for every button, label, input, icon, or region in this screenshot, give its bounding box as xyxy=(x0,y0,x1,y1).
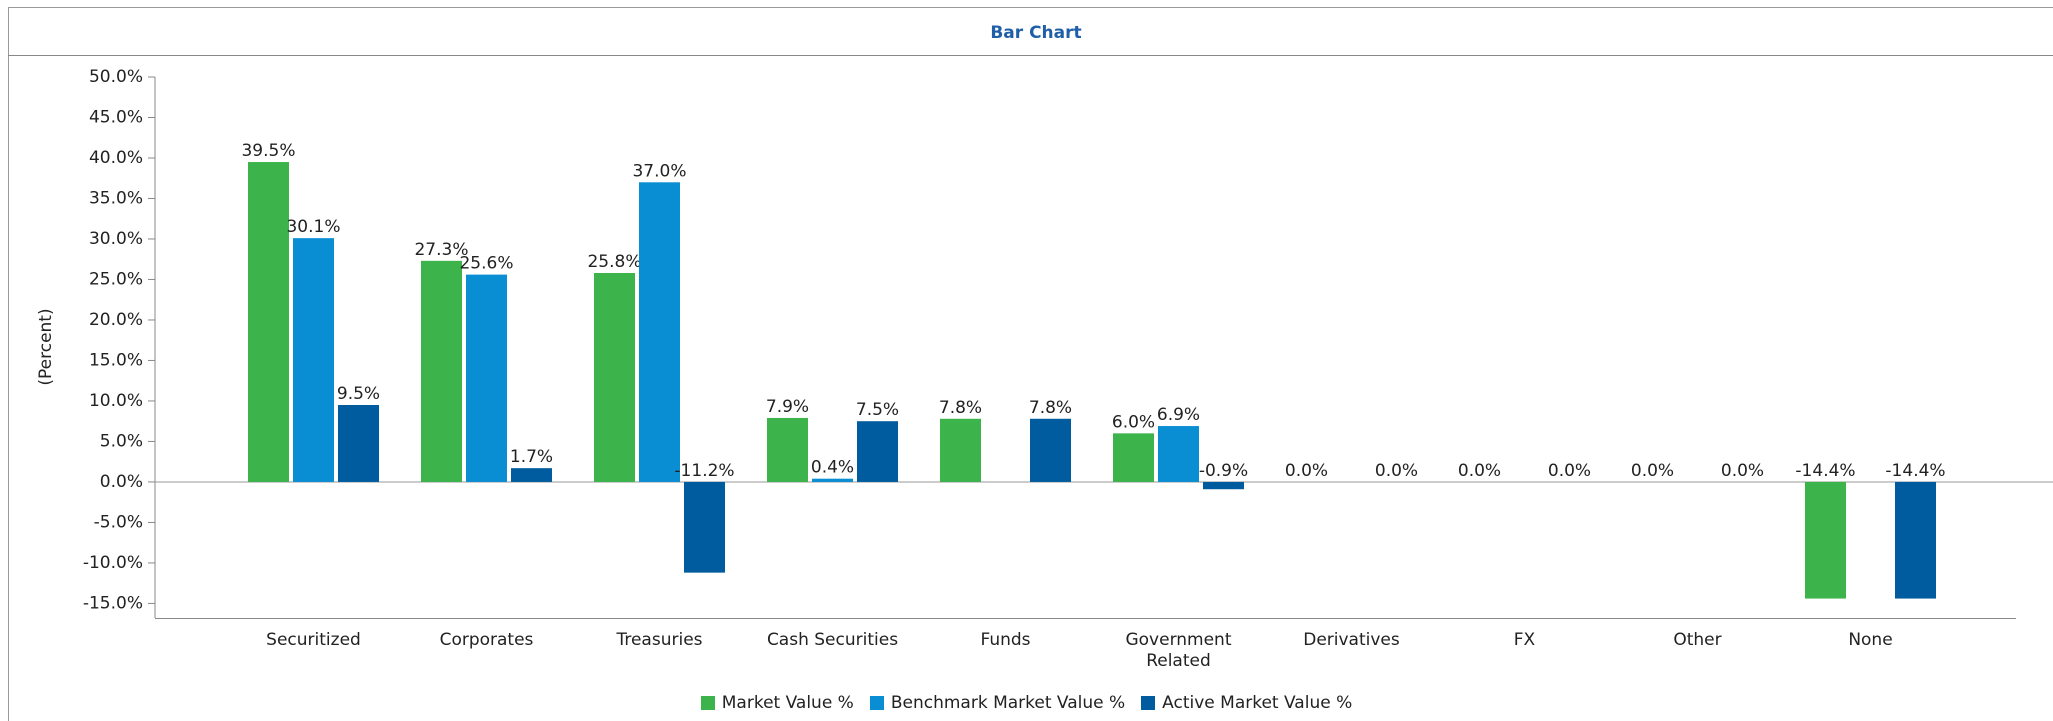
x-tick-label: None xyxy=(1848,630,1893,650)
bar xyxy=(421,260,462,482)
legend-label: Benchmark Market Value % xyxy=(890,693,1126,713)
data-label: 30.1% xyxy=(286,217,340,237)
x-tick-label: Government Related xyxy=(1125,630,1232,671)
legend-item: Market Value % xyxy=(700,693,854,713)
y-tick-label: 50.0% xyxy=(89,67,143,87)
y-tick-label: -10.0% xyxy=(83,553,143,573)
x-tick-label: FX xyxy=(1513,630,1536,650)
data-label: 6.9% xyxy=(1157,405,1200,425)
data-label: 7.9% xyxy=(766,397,809,417)
data-label: -0.9% xyxy=(1199,461,1248,481)
data-label: 39.5% xyxy=(241,141,295,161)
y-tick-label: 40.0% xyxy=(89,148,143,168)
bar xyxy=(940,418,981,482)
chart-title: Bar Chart xyxy=(990,23,1081,43)
bar xyxy=(857,421,898,482)
x-tick-label: Other xyxy=(1673,630,1722,650)
bar xyxy=(1158,426,1199,482)
bar xyxy=(639,182,680,482)
bar xyxy=(248,162,289,482)
bar xyxy=(466,274,507,482)
bar xyxy=(338,405,379,482)
legend-item: Benchmark Market Value % xyxy=(869,693,1126,713)
legend: Market Value % Benchmark Market Value % Ac… xyxy=(0,693,2053,713)
x-tick-label: Securitized xyxy=(266,630,361,650)
data-label: 7.8% xyxy=(1029,398,1072,418)
x-tick-label: Cash Securities xyxy=(766,630,899,650)
legend-label: Market Value % xyxy=(721,693,854,713)
y-tick-label: 20.0% xyxy=(89,310,143,330)
bar xyxy=(684,481,725,573)
bar xyxy=(1895,481,1936,599)
data-label: -11.2% xyxy=(674,461,734,481)
data-label: 7.5% xyxy=(856,400,899,420)
legend-swatch xyxy=(869,696,884,710)
x-tick-label: Funds xyxy=(980,630,1031,650)
y-tick-label: 30.0% xyxy=(89,229,143,249)
bar xyxy=(1030,418,1071,482)
legend-swatch xyxy=(1141,696,1156,710)
data-label: 37.0% xyxy=(632,161,686,181)
data-label: 0.4% xyxy=(811,458,854,478)
data-label: 0.0% xyxy=(1631,461,1674,481)
legend-swatch xyxy=(700,696,715,710)
data-label: 7.8% xyxy=(939,398,982,418)
bar xyxy=(511,468,552,482)
x-tick-label: Treasuries xyxy=(616,630,703,650)
data-label: 25.8% xyxy=(587,252,641,272)
y-tick-label: 0.0% xyxy=(100,472,143,492)
y-tick-label: 15.0% xyxy=(89,350,143,370)
data-label: 0.0% xyxy=(1458,461,1501,481)
bar xyxy=(594,272,635,482)
panel-border xyxy=(8,7,2053,721)
legend-item: Active Market Value % xyxy=(1141,693,1352,713)
data-label: -14.4% xyxy=(1795,461,1855,481)
data-label: -14.4% xyxy=(1885,461,1945,481)
bar xyxy=(1203,481,1244,490)
bar xyxy=(812,478,853,482)
y-tick-label: 45.0% xyxy=(89,107,143,127)
y-axis-label: (Percent) xyxy=(36,308,56,385)
y-tick-label: 35.0% xyxy=(89,188,143,208)
x-tick-label: Derivatives xyxy=(1303,630,1400,650)
legend-label: Active Market Value % xyxy=(1162,693,1353,713)
y-tick-label: -15.0% xyxy=(83,593,143,613)
bar xyxy=(767,417,808,482)
data-label: 25.6% xyxy=(459,254,513,274)
data-label: 0.0% xyxy=(1285,461,1328,481)
y-tick-label: 25.0% xyxy=(89,269,143,289)
y-tick-label: -5.0% xyxy=(94,512,143,532)
data-label: 0.0% xyxy=(1375,461,1418,481)
data-label: 6.0% xyxy=(1112,412,1155,432)
y-tick-label: 5.0% xyxy=(100,431,143,451)
data-label: 1.7% xyxy=(510,447,553,467)
y-tick-label: 10.0% xyxy=(89,391,143,411)
x-tick-label: Corporates xyxy=(439,630,534,650)
data-label: 0.0% xyxy=(1721,461,1764,481)
bar xyxy=(293,238,334,482)
data-label: 27.3% xyxy=(414,240,468,260)
bar xyxy=(1805,481,1846,599)
data-label: 0.0% xyxy=(1548,461,1591,481)
data-label: 9.5% xyxy=(337,384,380,404)
bar xyxy=(1113,433,1154,482)
